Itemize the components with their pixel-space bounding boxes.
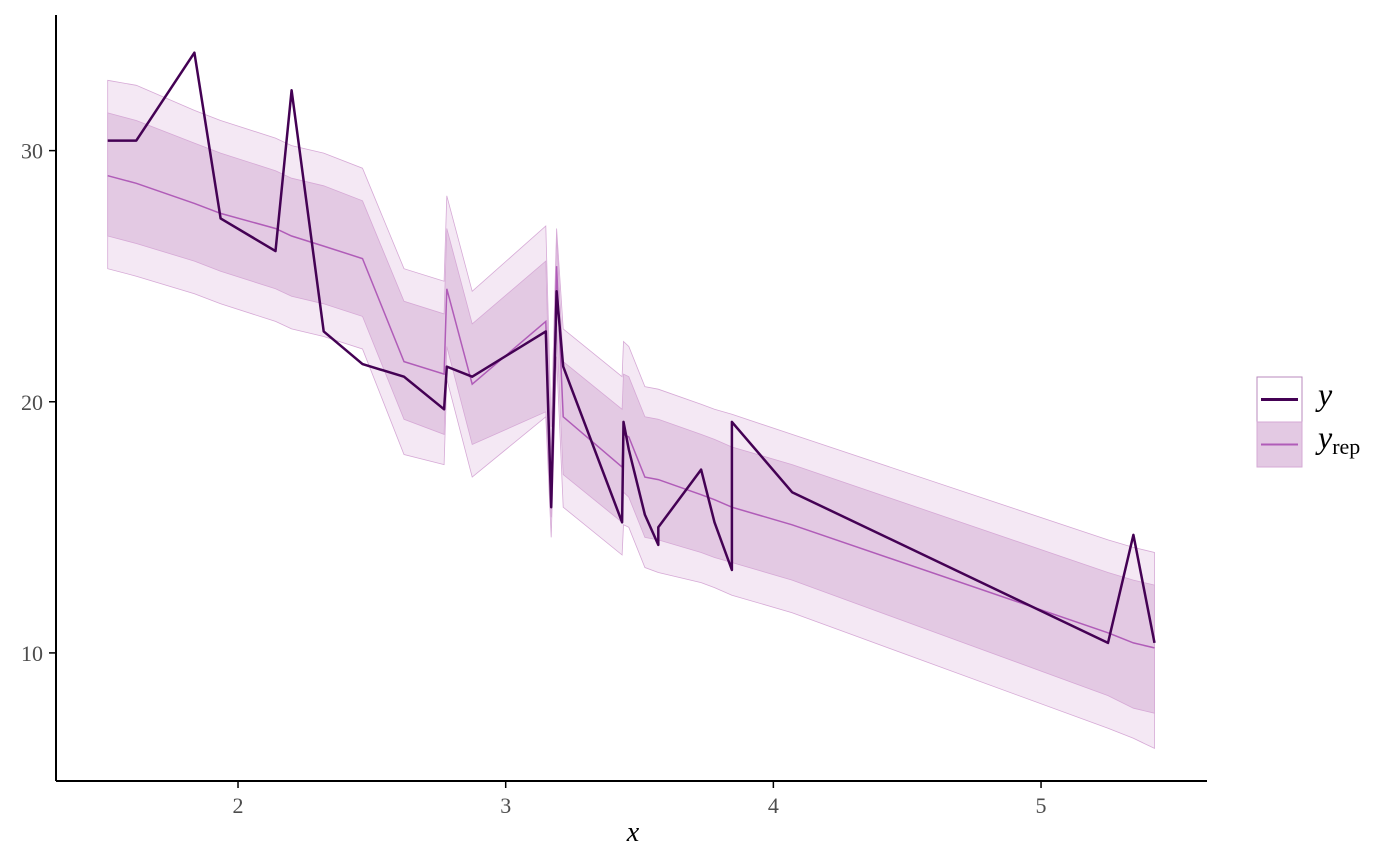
- y-tick-label: 30: [21, 139, 43, 164]
- x-axis-title: x: [626, 817, 640, 848]
- y-tick-label: 20: [21, 390, 43, 415]
- legend-label-y: y: [1315, 376, 1333, 412]
- x-tick-label: 2: [233, 793, 244, 818]
- legend-label-yrep-main: y: [1315, 419, 1333, 455]
- y-ticks: 10 20 30: [21, 139, 56, 666]
- x-tick-label: 5: [1036, 793, 1047, 818]
- legend-label-yrep-sub: rep: [1332, 434, 1360, 459]
- x-tick-label: 3: [500, 793, 511, 818]
- x-ticks: 2 3 4 5: [233, 781, 1047, 818]
- x-tick-label: 4: [768, 793, 779, 818]
- plot-area: [107, 51, 1156, 750]
- legend: y yrep: [1256, 376, 1360, 468]
- axes: 2 3 4 5 10 20 30 x: [21, 15, 1207, 848]
- legend-label-y-main: y: [1315, 376, 1333, 412]
- yrep-inner-band: [107, 112, 1155, 714]
- y-observed-line: [107, 51, 1156, 645]
- y-tick-label: 10: [21, 641, 43, 666]
- legend-label-yrep: yrep: [1315, 419, 1360, 459]
